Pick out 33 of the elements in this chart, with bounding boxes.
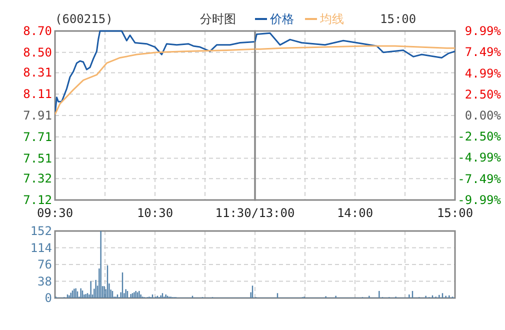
y-tick-label: 0 xyxy=(44,291,52,305)
y-tick-label: 7.12 xyxy=(23,193,52,207)
y-tick-label: 8.31 xyxy=(23,66,52,80)
legend-label: 价格 xyxy=(269,12,294,26)
chart-title: (600215) xyxy=(55,12,113,26)
text: 0.00% xyxy=(464,108,501,122)
text: -9.99% xyxy=(458,193,501,207)
x-tick-label: 11:30/13:00 xyxy=(215,206,295,220)
text: 9.99% xyxy=(464,24,501,38)
y-tick-label: 7.71 xyxy=(23,130,52,144)
y-tick-label: 7.32 xyxy=(23,172,52,186)
text: -4.99% xyxy=(458,150,501,165)
y-tick-label: 152 xyxy=(30,224,52,238)
x-tick-label: 14:00 xyxy=(336,206,374,220)
y-tick-label: 7.91 xyxy=(23,108,52,122)
y-tick-label: 8.70 xyxy=(23,24,52,38)
text: -2.50% xyxy=(458,130,501,144)
text: -7.49% xyxy=(458,172,501,186)
y-tick-label: 76 xyxy=(38,258,52,272)
x-tick-label: 09:30 xyxy=(36,206,74,220)
y-tick-label: 8.50 xyxy=(23,45,52,60)
y-tick-label: 114 xyxy=(30,240,52,255)
legend-label: 均线 xyxy=(319,12,344,26)
x-tick-label: 10:30 xyxy=(136,206,174,220)
text: 15:00 xyxy=(380,12,416,26)
y-tick-label: 38 xyxy=(38,274,52,288)
x-tick-label: 15:00 xyxy=(436,206,474,220)
text: 4.99% xyxy=(464,66,501,80)
y-tick-label: 8.11 xyxy=(23,87,52,102)
text: 7.49% xyxy=(464,45,501,60)
chart-subtitle: 分时图 xyxy=(200,12,236,26)
y-tick-label: 7.51 xyxy=(23,151,52,166)
text: 2.50% xyxy=(464,87,501,102)
